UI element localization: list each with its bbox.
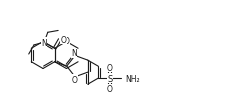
Text: N: N <box>71 49 77 58</box>
Text: NH₂: NH₂ <box>125 74 140 83</box>
Text: O: O <box>107 85 112 93</box>
Text: O: O <box>63 36 69 45</box>
Text: O: O <box>60 36 66 45</box>
Text: S: S <box>107 74 112 83</box>
Text: N: N <box>41 38 47 47</box>
Text: O: O <box>72 75 78 84</box>
Text: O: O <box>107 64 112 72</box>
